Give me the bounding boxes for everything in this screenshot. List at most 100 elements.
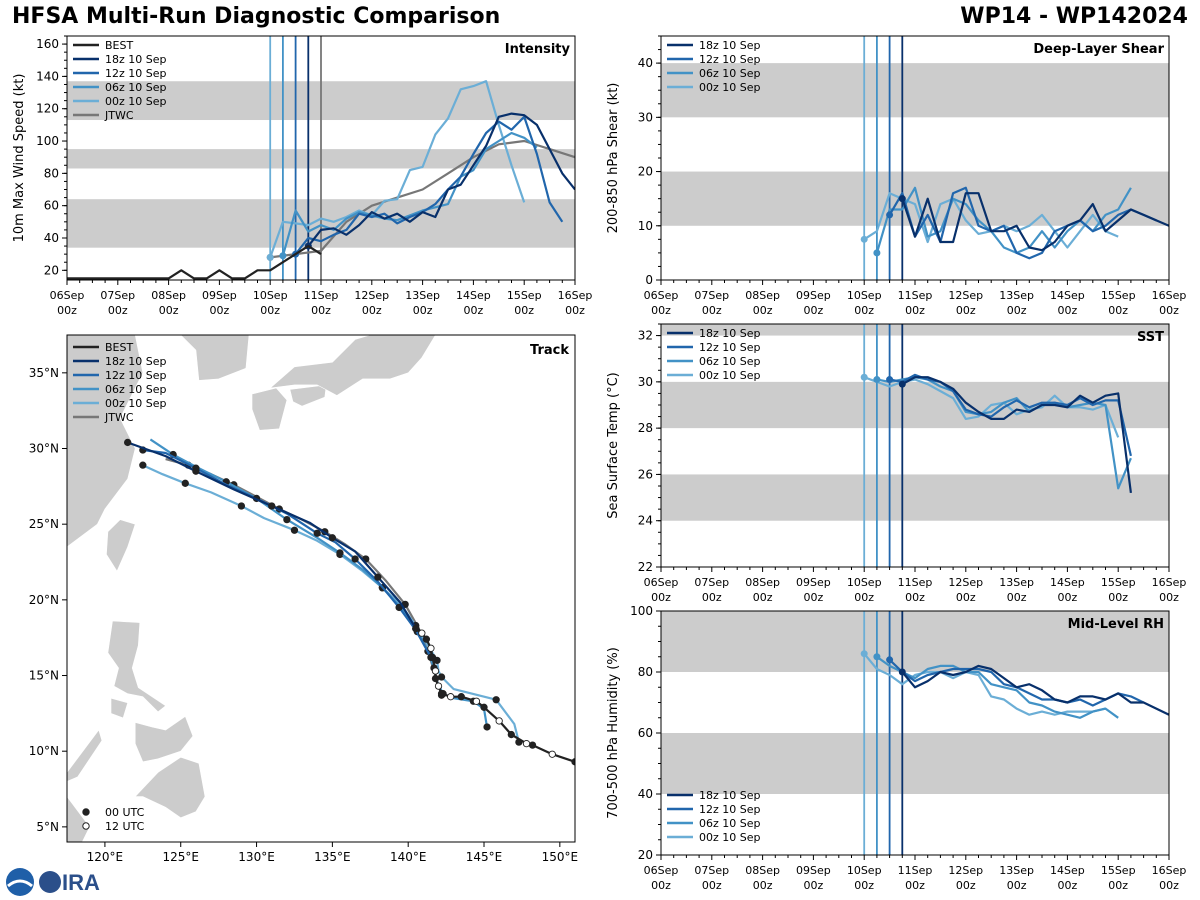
track-point-r12 xyxy=(313,529,321,537)
series-line-r18 xyxy=(901,376,1132,494)
legend-marker xyxy=(82,808,90,816)
shaded-band xyxy=(661,733,1169,794)
x-tick-label: 00z xyxy=(57,304,77,317)
shaded-band xyxy=(661,474,1169,521)
y-tick-label: 100 xyxy=(36,134,59,148)
track-point-r06 xyxy=(483,723,491,731)
x-tick-label: 10Sep xyxy=(847,289,882,302)
x-tick-label: 14Sep xyxy=(1050,864,1085,877)
series-line-jtwc xyxy=(270,139,575,259)
plot-area xyxy=(67,36,575,280)
legend-label: 06z 10 Sep xyxy=(699,817,761,830)
legend-label: 12z 10 Sep xyxy=(105,67,167,80)
x-tick-label: 06Sep xyxy=(644,576,679,589)
land-borneo xyxy=(67,796,91,842)
x-tick-label: 00z xyxy=(1159,879,1179,892)
x-tick-label: 00z xyxy=(1108,879,1128,892)
x-tick-label: 06Sep xyxy=(644,289,679,302)
shaded-band xyxy=(661,171,1169,226)
x-tick-label: 10Sep xyxy=(847,864,882,877)
legend-label: 18z 10 Sep xyxy=(699,39,761,52)
x-tick-label: 12Sep xyxy=(354,289,389,302)
track-point-best xyxy=(495,717,503,725)
x-tick-label: 00z xyxy=(702,591,722,604)
x-tick-label: 00z xyxy=(905,304,925,317)
series-line-r12 xyxy=(889,373,1132,457)
legend-label: 00 UTC xyxy=(105,806,145,819)
legend-label: 12z 10 Sep xyxy=(699,53,761,66)
track-point-r18 xyxy=(192,467,200,475)
y-tick-label: 160 xyxy=(36,37,59,51)
land-luzon xyxy=(107,620,167,713)
x-tick-label: 09Sep xyxy=(202,289,237,302)
x-tick-label: 16Sep xyxy=(1152,864,1187,877)
x-tick-label: 00z xyxy=(1159,591,1179,604)
y-tick-label: 26 xyxy=(638,467,653,481)
track-point-r18 xyxy=(374,573,382,581)
y-tick-label: 25°N xyxy=(29,517,59,531)
land-mindanao xyxy=(134,756,206,819)
x-tick-label: 08Sep xyxy=(745,864,780,877)
y-tick-label: 30 xyxy=(638,110,653,124)
legend-label: BEST xyxy=(105,39,133,52)
legend-label: 18z 10 Sep xyxy=(105,53,167,66)
y-axis-label: 10m Max Wind Speed (kt) xyxy=(12,74,27,243)
legend-label: 00z 10 Sep xyxy=(105,95,167,108)
legend-label: 00z 10 Sep xyxy=(699,81,761,94)
track-point-r18 xyxy=(328,534,337,542)
y-axis-label: Sea Surface Temp (°C) xyxy=(606,372,621,519)
x-tick-label: 130°E xyxy=(238,850,275,864)
svg-text:IRA: IRA xyxy=(62,870,100,895)
x-tick-label: 09Sep xyxy=(796,289,831,302)
panel-intensity: 20 40 60 80 100 120 140 160 06Sep 00z 07Sep 00z 08Se… xyxy=(12,35,592,317)
track-point-best xyxy=(447,693,455,701)
init-point-r00 xyxy=(860,373,868,381)
track-point-best xyxy=(472,697,481,705)
legend-label: 12z 10 Sep xyxy=(699,341,761,354)
x-tick-label: 07Sep xyxy=(100,289,135,302)
track-point-best xyxy=(522,739,531,748)
track-point-r00 xyxy=(492,696,500,704)
y-tick-label: 20 xyxy=(638,165,653,179)
x-tick-label: 00z xyxy=(108,304,128,317)
track-point-r18 xyxy=(268,502,276,510)
x-tick-label: 00z xyxy=(651,879,671,892)
track-point-r00 xyxy=(290,526,299,534)
init-point-r12 xyxy=(886,376,894,384)
x-tick-label: 09Sep xyxy=(796,864,831,877)
y-tick-label: 60 xyxy=(638,726,653,740)
x-tick-label: 135°E xyxy=(314,850,351,864)
panel-track: 120°E 125°E 130°E 135°E 140°E 145°E 150°E 5°N 10… xyxy=(29,334,578,864)
track-point-best xyxy=(431,667,440,675)
x-tick-label: 00z xyxy=(311,304,331,317)
x-tick-label: 140°E xyxy=(390,850,427,864)
x-tick-label: 00z xyxy=(956,591,976,604)
series-line-r00 xyxy=(269,80,526,258)
map-area xyxy=(67,335,575,842)
panel-title: Mid-Level RH xyxy=(1068,617,1164,632)
track-line-r18 xyxy=(127,441,417,630)
legend-label: 12z 10 Sep xyxy=(105,369,167,382)
x-tick-label: 07Sep xyxy=(694,289,729,302)
x-tick-label: 00z xyxy=(1007,879,1027,892)
y-tick-label: 40 xyxy=(638,56,653,70)
x-tick-label: 12Sep xyxy=(948,864,983,877)
x-tick-label: 00z xyxy=(514,304,534,317)
init-point-r18 xyxy=(898,668,906,676)
x-tick-label: 00z xyxy=(362,304,382,317)
panel-sst: 22 24 26 28 30 32 06Sep 00z 07Sep 00z 08Sep 00z 09Se… xyxy=(606,323,1186,604)
x-tick-label: 00z xyxy=(905,591,925,604)
y-tick-label: 30 xyxy=(638,375,653,389)
legend-label: 06z 10 Sep xyxy=(105,383,167,396)
y-tick-label: 120 xyxy=(36,102,59,116)
x-tick-label: 125°E xyxy=(162,850,199,864)
x-tick-label: 00z xyxy=(1159,304,1179,317)
panel-deep-layer-shear: 0 10 20 30 40 06Sep 00z 07Sep 00z 08Sep 00z 09Sep 00… xyxy=(606,35,1186,317)
x-tick-label: 00z xyxy=(1007,591,1027,604)
y-tick-label: 40 xyxy=(44,231,59,245)
plot-area xyxy=(661,611,1169,855)
init-point-r00 xyxy=(860,650,868,658)
series-line-r06 xyxy=(281,131,538,257)
x-tick-label: 14Sep xyxy=(1050,289,1085,302)
x-tick-label: 11Sep xyxy=(304,289,339,302)
